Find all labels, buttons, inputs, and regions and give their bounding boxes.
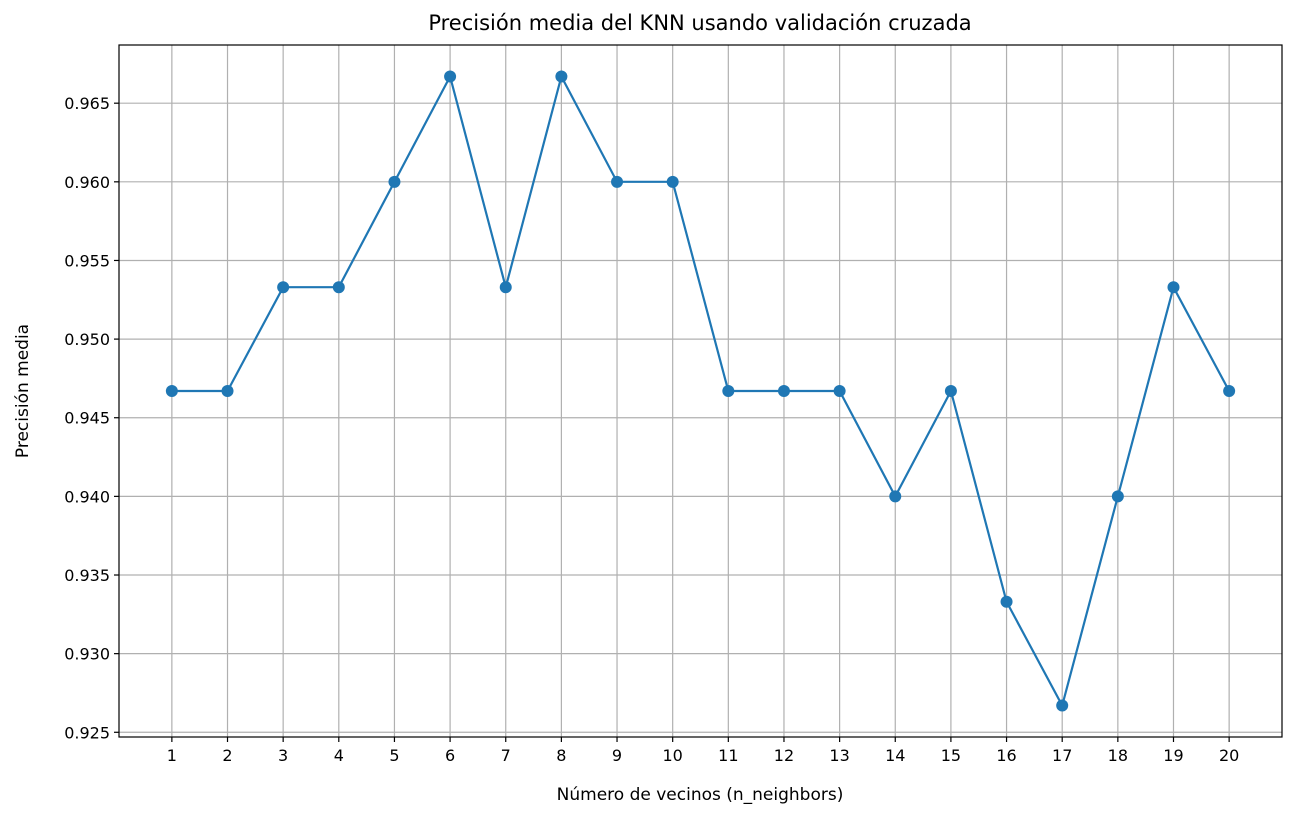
data-point	[388, 175, 401, 188]
y-tick-label: 0.940	[64, 487, 110, 506]
x-tick-label: 18	[1108, 746, 1128, 765]
series-layer	[165, 70, 1236, 712]
y-tick-label: 0.950	[64, 330, 110, 349]
x-axis: 1 2 3 4 5 6 7 8 9 10 11 12 13 14 15 16 17 18 19 20	[167, 737, 1239, 765]
data-point	[666, 175, 679, 188]
data-point	[1000, 595, 1013, 608]
x-tick-label: 10	[662, 746, 682, 765]
x-tick-label: 1	[167, 746, 177, 765]
y-axis-label: Precisión media	[13, 324, 33, 458]
y-tick-label: 0.960	[64, 173, 110, 192]
x-tick-label: 11	[718, 746, 738, 765]
x-tick-label: 4	[334, 746, 344, 765]
grid-lines	[119, 45, 1282, 737]
y-tick-label: 0.935	[64, 566, 110, 585]
data-point	[1056, 699, 1069, 712]
plot-area-frame	[118, 44, 1283, 738]
data-point	[332, 281, 345, 294]
x-tick-label: 17	[1052, 746, 1072, 765]
x-axis-label: Número de vecinos (n_neighbors)	[557, 785, 844, 805]
x-tick-label: 14	[885, 746, 905, 765]
x-tick-label: 7	[501, 746, 511, 765]
data-point	[499, 281, 512, 294]
y-axis: 0.925 0.930 0.935 0.940 0.945 0.950 0.955 0.960…	[64, 94, 119, 742]
y-tick-label: 0.955	[64, 251, 110, 270]
x-tick-label: 3	[278, 746, 288, 765]
x-tick-label: 12	[774, 746, 794, 765]
x-tick-label: 5	[389, 746, 399, 765]
x-tick-label: 6	[445, 746, 455, 765]
data-point	[1111, 490, 1124, 503]
data-point	[165, 385, 178, 397]
y-tick-label: 0.945	[64, 409, 110, 428]
data-point	[611, 175, 624, 188]
y-tick-label: 0.925	[64, 723, 110, 742]
x-tick-label: 8	[556, 746, 566, 765]
data-point	[777, 385, 790, 397]
y-tick-label: 0.965	[64, 94, 110, 113]
data-point	[555, 70, 568, 83]
data-point	[889, 490, 902, 503]
x-tick-label: 13	[829, 746, 849, 765]
data-point	[1167, 281, 1180, 294]
x-tick-label: 15	[941, 746, 961, 765]
x-tick-label: 19	[1163, 746, 1183, 765]
x-tick-label: 16	[996, 746, 1016, 765]
data-point	[722, 385, 735, 397]
x-tick-label: 9	[612, 746, 622, 765]
data-point	[1223, 385, 1236, 397]
y-tick-label: 0.930	[64, 645, 110, 664]
data-point	[444, 70, 457, 83]
chart-title: Precisión media del KNN usando validació…	[428, 11, 971, 35]
series-line	[171, 73, 1231, 709]
x-tick-label: 20	[1219, 746, 1239, 765]
data-point	[944, 385, 957, 397]
x-tick-label: 2	[222, 746, 232, 765]
data-point	[277, 281, 290, 294]
data-point	[221, 385, 234, 397]
data-point	[833, 385, 846, 397]
